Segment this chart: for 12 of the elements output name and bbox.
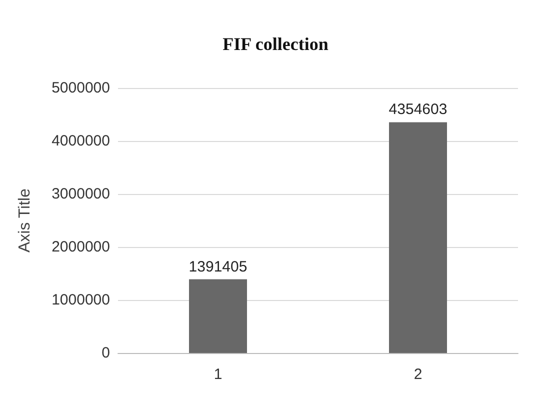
- data-label: 4354603: [388, 101, 448, 118]
- chart-title: FIF collection: [222, 34, 328, 54]
- y-tick-label: 4000000: [52, 132, 110, 150]
- x-tick-label: 1: [214, 366, 222, 383]
- data-label: 1391405: [188, 258, 248, 276]
- y-tick-label: 1000000: [52, 292, 110, 308]
- y-tick-label: 0: [102, 344, 110, 362]
- x-tick-label: 2: [414, 366, 422, 383]
- y-axis-title: Axis Title: [16, 188, 34, 253]
- y-tick-label: 2000000: [52, 238, 110, 256]
- y-tick-label: 5000000: [52, 80, 110, 96]
- y-tick-label: 3000000: [52, 186, 110, 202]
